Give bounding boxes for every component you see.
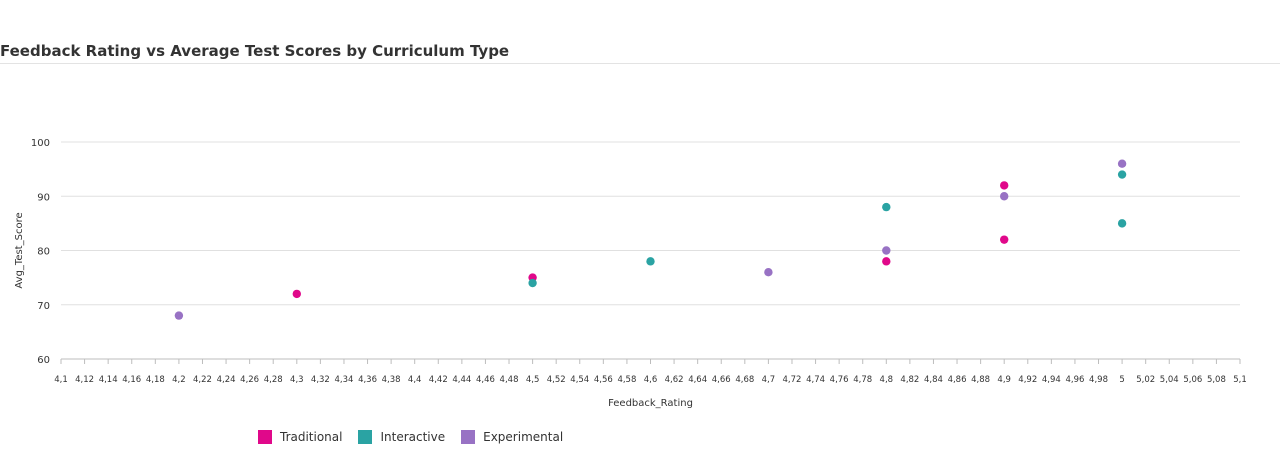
legend-label-interactive: Interactive	[380, 430, 446, 444]
x-tick-label: 5,08	[1207, 375, 1226, 385]
x-tick-label: 4,54	[570, 375, 589, 385]
point-interactive	[1117, 170, 1127, 179]
x-tick-label: 4,42	[429, 375, 448, 385]
legend-swatch-experimental	[461, 430, 476, 444]
point-traditional	[1000, 181, 1009, 190]
x-tick-label: 4,14	[99, 375, 118, 385]
point-interactive	[646, 257, 655, 266]
legend-item-traditional[interactable]: Traditional	[258, 430, 342, 444]
x-tick-label: 4,76	[830, 375, 849, 385]
x-tick-label: 4,32	[311, 375, 330, 385]
x-tick-label: 4,46	[476, 375, 495, 385]
x-tick-label: 4,68	[735, 375, 754, 385]
x-tick-label: 4,74	[806, 375, 825, 385]
x-tick-label: 4,8	[880, 375, 894, 385]
legend-swatch-traditional	[258, 430, 272, 444]
x-tick-label: 4,7	[762, 375, 776, 385]
x-tick-label: 4,96	[1065, 375, 1084, 385]
y-tick-label: 80	[37, 247, 50, 258]
x-tick-label: 4,2	[172, 375, 186, 385]
y-axis-title: Avg_Test_Score	[14, 212, 25, 288]
legend-item-interactive[interactable]: Interactive	[358, 430, 445, 444]
x-tick-label: 5	[1119, 375, 1124, 385]
x-tick-label: 5,1	[1233, 375, 1247, 385]
x-tick-label: 5,06	[1183, 375, 1202, 385]
x-tick-label: 4,84	[924, 375, 943, 385]
point-experimental	[1117, 159, 1127, 168]
x-axis-title: Feedback_Rating	[608, 398, 693, 409]
x-tick-label: 4,62	[665, 375, 684, 385]
x-tick-label: 4,1	[54, 375, 68, 385]
x-tick-label: 4,36	[358, 375, 377, 385]
legend: Traditional Interactive Experimental	[258, 430, 563, 444]
x-tick-label: 4,4	[408, 375, 422, 385]
y-tick-label: 100	[31, 138, 50, 149]
point-experimental	[882, 246, 891, 255]
title-divider	[0, 63, 1280, 64]
x-tick-label: 4,26	[240, 375, 259, 385]
x-tick-label: 4,82	[900, 375, 919, 385]
x-tick-label: 4,64	[688, 375, 707, 385]
x-tick-label: 4,56	[594, 375, 613, 385]
x-tick-label: 4,44	[452, 375, 471, 385]
y-tick-label: 70	[37, 301, 50, 312]
x-tick-label: 4,9	[997, 375, 1011, 385]
x-tick-label: 4,72	[783, 375, 802, 385]
x-tick-label: 4,16	[122, 375, 141, 385]
x-tick-label: 4,98	[1089, 375, 1108, 385]
x-tick-label: 4,66	[712, 375, 731, 385]
x-tick-label: 5,04	[1160, 375, 1179, 385]
point-interactive	[1117, 219, 1127, 228]
x-tick-label: 4,78	[853, 375, 872, 385]
x-tick-label: 4,28	[264, 375, 283, 385]
x-tick-label: 4,52	[547, 375, 566, 385]
x-tick-label: 4,38	[382, 375, 401, 385]
x-tick-label: 4,3	[290, 375, 304, 385]
x-tick-label: 4,24	[217, 375, 236, 385]
y-tick-label: 90	[37, 192, 50, 203]
x-tick-label: 4,58	[617, 375, 636, 385]
point-traditional	[882, 257, 891, 266]
point-interactive	[882, 202, 891, 212]
x-tick-label: 4,34	[334, 375, 353, 385]
point-interactive	[528, 278, 537, 288]
legend-item-experimental[interactable]: Experimental	[461, 430, 563, 444]
x-tick-label: 4,18	[146, 375, 165, 385]
x-tick-label: 4,6	[644, 375, 658, 385]
point-traditional	[292, 289, 301, 299]
legend-label-experimental: Experimental	[483, 430, 564, 444]
x-tick-label: 4,12	[75, 375, 94, 385]
x-tick-label: 4,5	[526, 375, 540, 385]
x-tick-label: 4,22	[193, 375, 212, 385]
legend-label-traditional: Traditional	[280, 430, 343, 444]
x-tick-label: 4,92	[1018, 375, 1037, 385]
x-tick-label: 4,94	[1042, 375, 1061, 385]
x-tick-label: 5,02	[1136, 375, 1155, 385]
point-experimental	[174, 311, 184, 320]
y-tick-label: 60	[37, 355, 50, 366]
x-tick-label: 4,88	[971, 375, 990, 385]
chart-title: Feedback Rating vs Average Test Scores b…	[0, 42, 510, 60]
point-experimental	[1000, 192, 1009, 201]
point-experimental	[764, 268, 773, 277]
point-traditional	[1000, 235, 1009, 244]
legend-swatch-interactive	[358, 430, 373, 444]
x-tick-label: 4,48	[500, 375, 519, 385]
x-tick-label: 4,86	[948, 375, 967, 385]
